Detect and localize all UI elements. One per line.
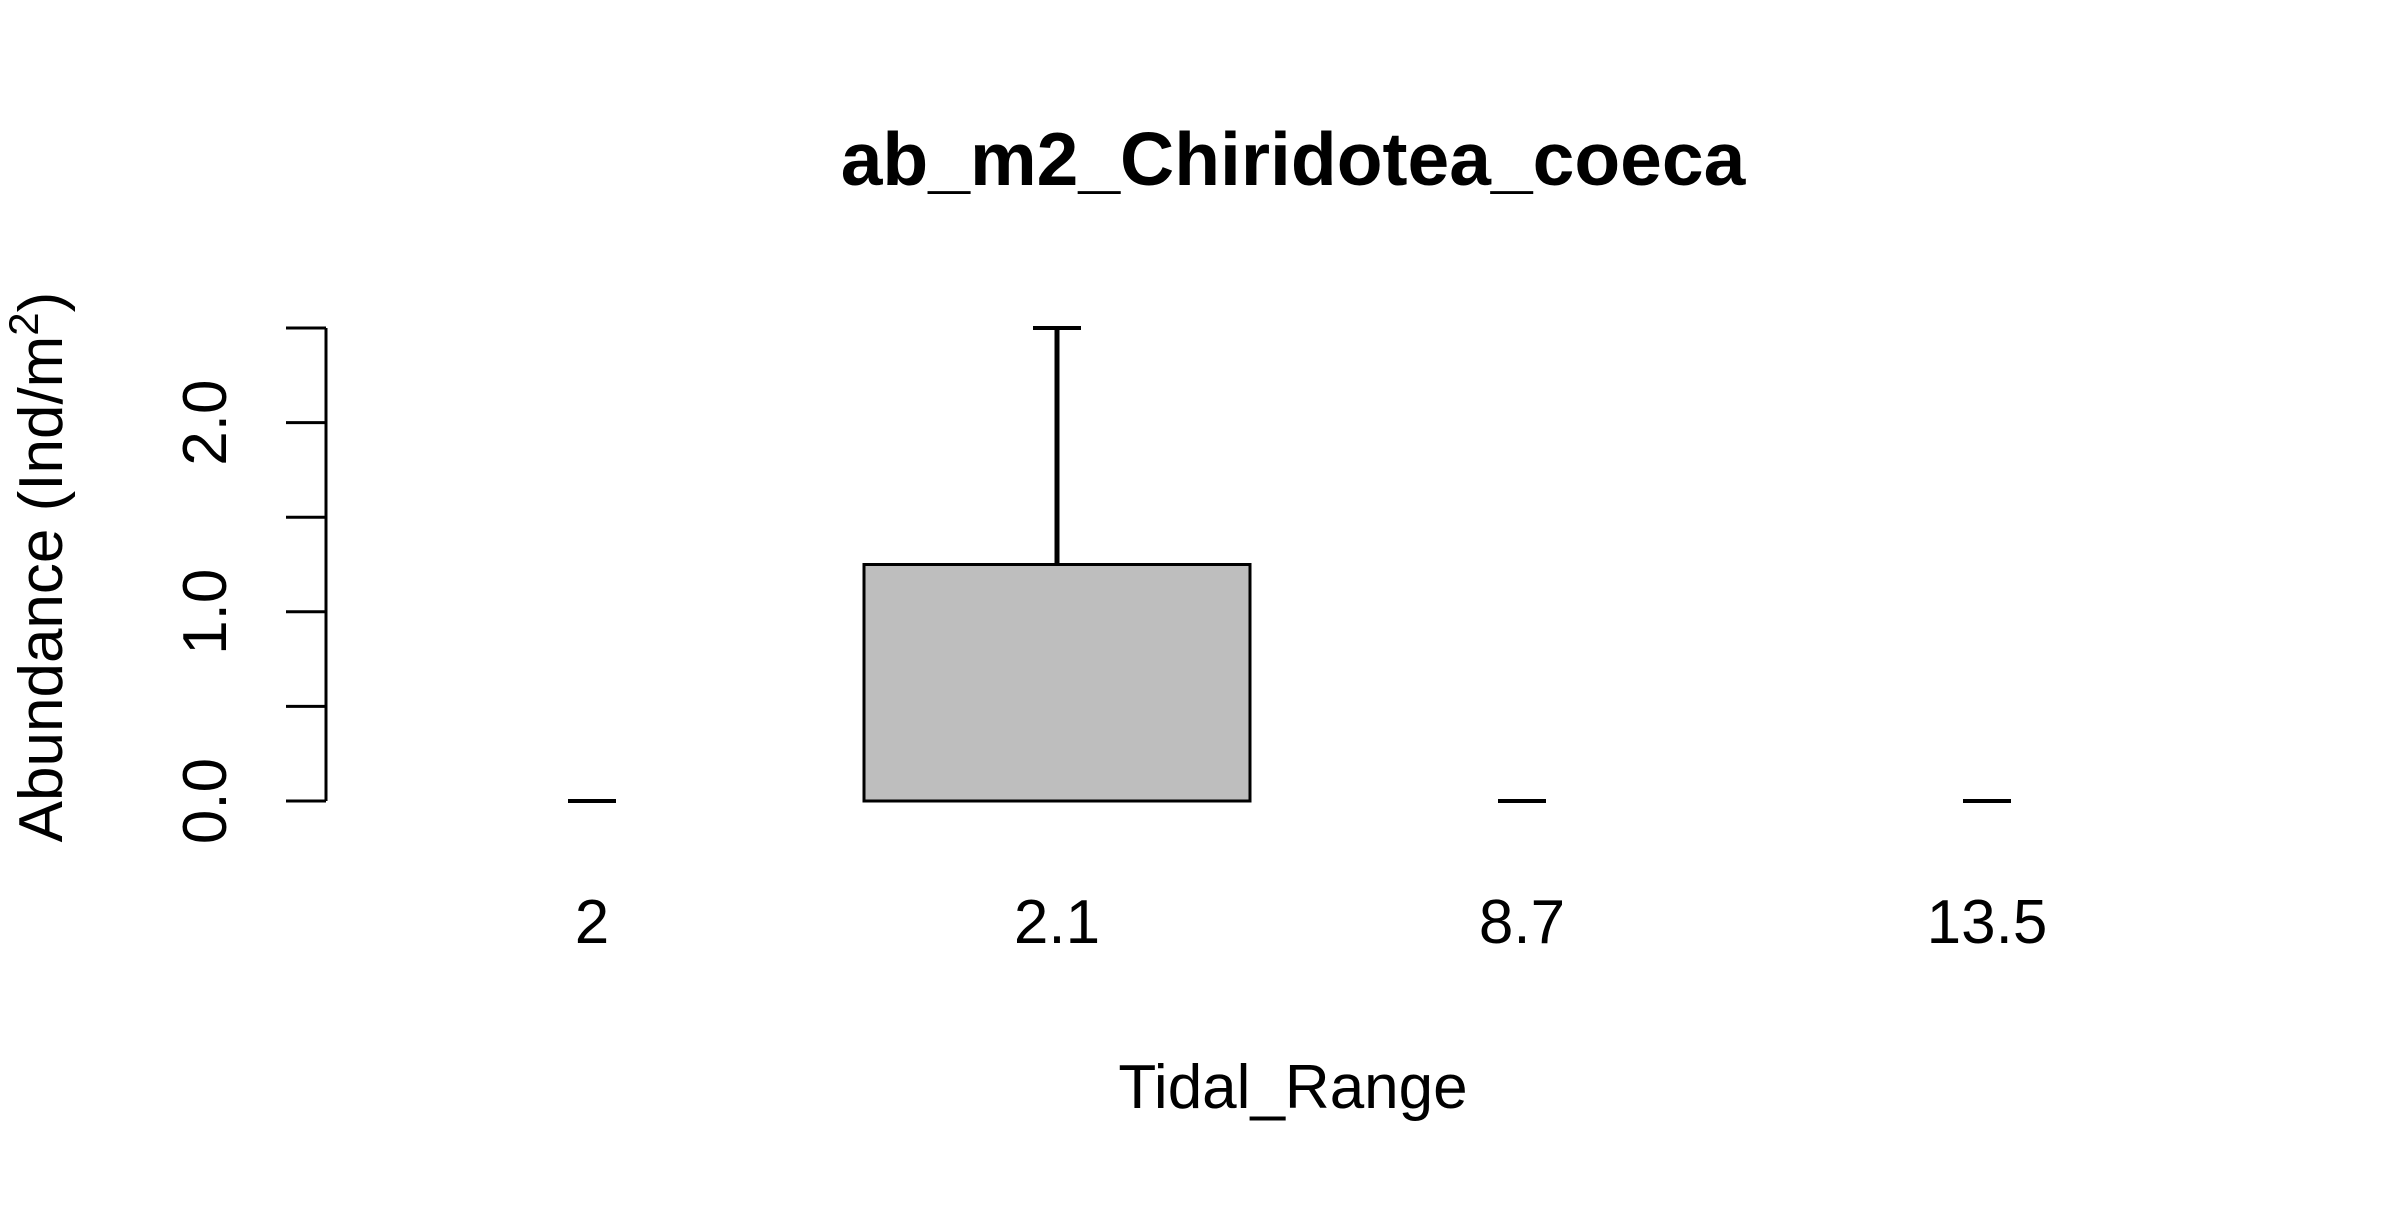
x-tick-label-2-1: 2.1 (1014, 888, 1100, 957)
x-tick-labels: 2 2.1 8.7 13.5 (575, 888, 2048, 957)
chart-title: ab_m2_Chiridotea_coeca (841, 117, 1747, 201)
bar-2-1 (862, 563, 1252, 803)
y-axis-label-superscript: 2 (0, 312, 47, 335)
x-tick-label-2: 2 (575, 888, 609, 957)
y-axis-label-main: Abundance (Ind/m (7, 336, 76, 843)
x-tick-label-13-5: 13.5 (1927, 888, 2048, 957)
y-axis-label-suffix: ) (7, 292, 76, 313)
bars-layer (862, 563, 1252, 803)
x-tick-label-8-7: 8.7 (1479, 888, 1565, 957)
error-bars-layer (568, 326, 2011, 803)
y-axis: 0.0 1.0 2.0 (171, 326, 328, 844)
y-tick-label-1-0: 1.0 (171, 569, 240, 655)
y-axis-label: Abundance (Ind/m2) (0, 292, 76, 843)
y-tick-label-0-0: 0.0 (171, 758, 240, 844)
y-tick-label-2-0: 2.0 (171, 379, 240, 465)
x-axis-label: Tidal_Range (1118, 1053, 1467, 1122)
